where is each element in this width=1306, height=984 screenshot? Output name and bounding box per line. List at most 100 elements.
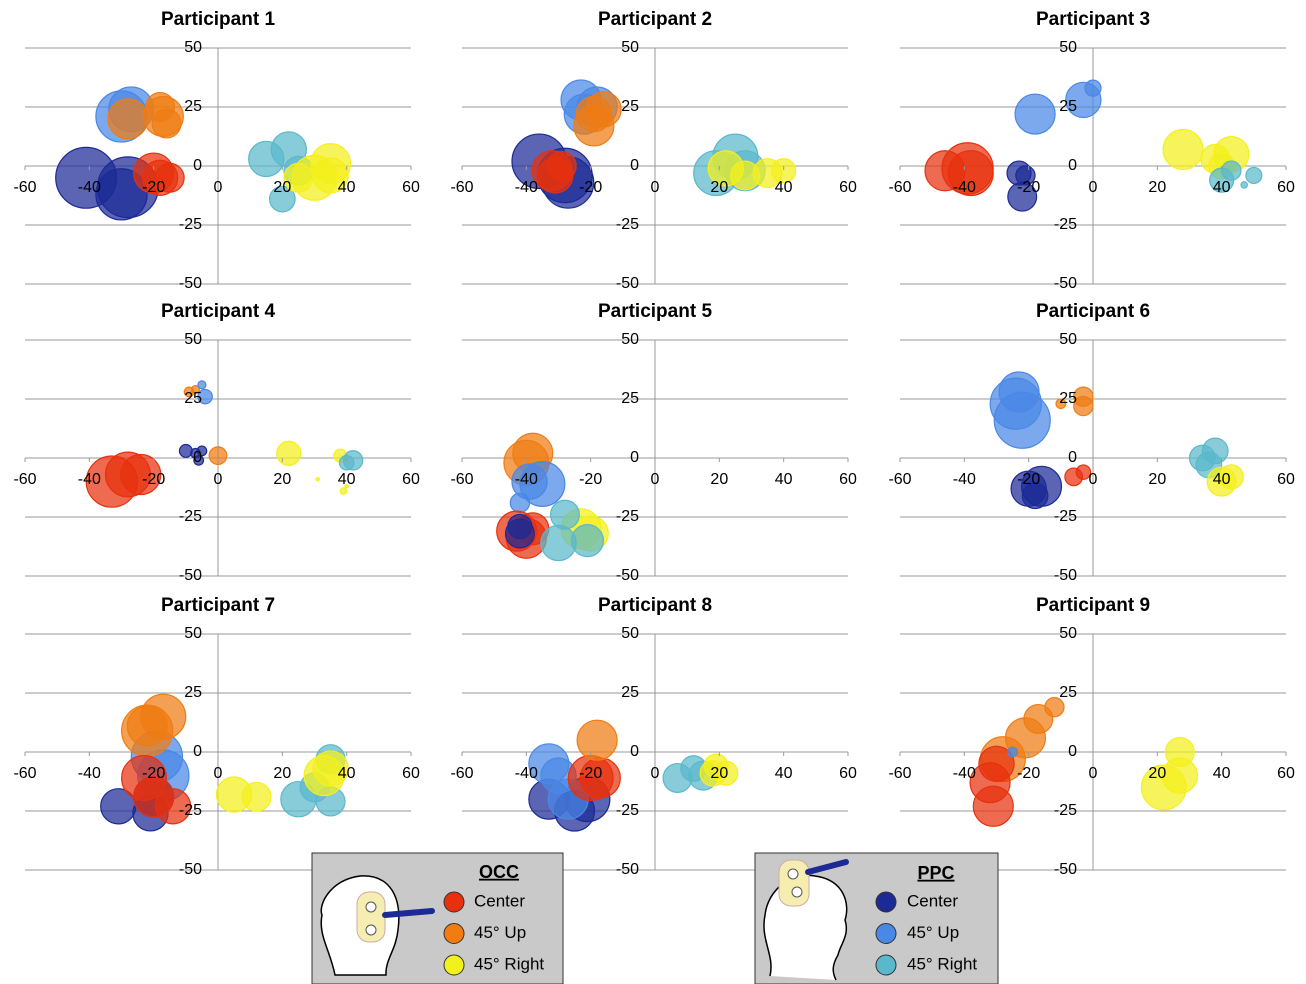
x-tick-label: 60 bbox=[1277, 179, 1295, 196]
y-tick-label: -50 bbox=[616, 861, 639, 878]
bubble bbox=[283, 162, 314, 193]
x-tick-label: -20 bbox=[579, 765, 602, 782]
legend-swatch bbox=[443, 923, 465, 944]
x-tick-label: 0 bbox=[214, 471, 223, 488]
bubble bbox=[1055, 398, 1067, 410]
x-tick-label: 40 bbox=[338, 179, 356, 196]
chart: Participant 7 -50 -25 0 25 50 -60 -40 -20 0 20 40 60 bbox=[13, 595, 420, 878]
bubble bbox=[1014, 93, 1056, 135]
bubble bbox=[241, 781, 272, 812]
bubble bbox=[154, 788, 192, 825]
x-tick-label: 0 bbox=[1089, 765, 1098, 782]
x-tick-label: -60 bbox=[888, 471, 911, 488]
bubble bbox=[197, 388, 213, 405]
y-tick-label: -25 bbox=[616, 802, 639, 819]
x-tick-label: -20 bbox=[579, 179, 602, 196]
x-tick-label: -40 bbox=[78, 471, 101, 488]
y-tick-label: 25 bbox=[184, 98, 202, 115]
x-tick-label: -20 bbox=[1017, 765, 1040, 782]
y-tick-label: -50 bbox=[179, 275, 202, 292]
x-tick-label: -60 bbox=[13, 765, 36, 782]
bubble bbox=[338, 454, 355, 471]
legend-label: 45° Up bbox=[907, 923, 959, 942]
x-tick-label: 40 bbox=[775, 765, 793, 782]
x-tick-label: 0 bbox=[214, 765, 223, 782]
bubble bbox=[519, 460, 566, 507]
bubble bbox=[126, 705, 168, 747]
x-tick-label: 20 bbox=[710, 471, 728, 488]
legend-label: 45° Right bbox=[474, 954, 544, 973]
x-tick-label: -40 bbox=[953, 765, 976, 782]
y-tick-label: 50 bbox=[184, 331, 202, 348]
chart: Participant 4 -50 -25 0 25 50 -60 -40 -20 0 20 40 60 bbox=[13, 301, 420, 584]
y-tick-label: 50 bbox=[184, 625, 202, 642]
coil-hole bbox=[787, 868, 799, 880]
bubble bbox=[703, 753, 729, 779]
y-tick-label: -25 bbox=[179, 216, 202, 233]
bubble bbox=[978, 745, 1015, 783]
bubble bbox=[546, 151, 577, 182]
chart: Participant 5 -50 -25 0 25 50 -60 -40 -20 0 20 40 60 bbox=[450, 301, 857, 584]
y-tick-label: -50 bbox=[1054, 567, 1077, 584]
bubble bbox=[509, 492, 531, 514]
x-tick-label: 40 bbox=[775, 471, 793, 488]
bubble bbox=[339, 487, 348, 495]
y-tick-label: 0 bbox=[1068, 743, 1077, 760]
bubble bbox=[573, 105, 615, 147]
y-tick-label: 0 bbox=[630, 449, 639, 466]
y-tick-label: 0 bbox=[193, 449, 202, 466]
legend-swatch bbox=[875, 954, 897, 976]
legend-label: Center bbox=[907, 891, 958, 910]
legend-swatch bbox=[875, 891, 897, 913]
y-tick-label: -50 bbox=[179, 567, 202, 584]
x-tick-label: 60 bbox=[402, 471, 420, 488]
chart: Participant 9 -50 -25 0 25 50 -60 -40 -20 0 20 40 60 bbox=[888, 595, 1295, 878]
bubble bbox=[1162, 128, 1204, 171]
bubble bbox=[315, 477, 320, 482]
y-tick-label: 50 bbox=[621, 331, 639, 348]
bubble bbox=[344, 484, 349, 489]
x-tick-label: -20 bbox=[1017, 179, 1040, 196]
x-tick-label: 0 bbox=[651, 179, 660, 196]
x-tick-label: -60 bbox=[13, 179, 36, 196]
y-tick-label: -25 bbox=[179, 508, 202, 525]
y-tick-label: -25 bbox=[616, 216, 639, 233]
x-tick-label: -40 bbox=[515, 179, 538, 196]
bubble bbox=[197, 380, 207, 390]
chart-title: Participant 5 bbox=[598, 301, 712, 322]
chart: Participant 1 -50 -25 0 25 50 -60 -40 -20 0 20 40 60 bbox=[13, 9, 420, 292]
legend-ppc: PPC bbox=[754, 852, 999, 984]
bubble bbox=[154, 162, 185, 193]
bubble bbox=[107, 98, 149, 140]
coil-icon bbox=[778, 859, 810, 907]
y-tick-label: -50 bbox=[616, 275, 639, 292]
chart-title: Participant 8 bbox=[598, 595, 712, 616]
x-tick-label: 60 bbox=[839, 179, 857, 196]
bubble bbox=[1075, 464, 1092, 480]
x-tick-label: -40 bbox=[953, 471, 976, 488]
chart: Participant 2 -50 -25 0 25 50 -60 -40 -20 0 20 40 60 bbox=[450, 9, 857, 292]
x-tick-label: -20 bbox=[142, 471, 165, 488]
coil-hole bbox=[365, 924, 377, 936]
x-tick-label: 0 bbox=[651, 471, 660, 488]
x-tick-label: -40 bbox=[515, 765, 538, 782]
x-tick-label: 40 bbox=[338, 471, 356, 488]
x-tick-label: 20 bbox=[273, 765, 291, 782]
y-tick-label: 0 bbox=[193, 743, 202, 760]
bubble bbox=[1221, 160, 1242, 181]
x-tick-label: -60 bbox=[450, 765, 473, 782]
y-tick-label: 25 bbox=[184, 684, 202, 701]
bubble bbox=[1007, 746, 1018, 758]
bubble bbox=[972, 785, 1014, 827]
y-tick-label: 25 bbox=[621, 98, 639, 115]
x-tick-label: 40 bbox=[1213, 765, 1231, 782]
y-tick-label: 25 bbox=[184, 390, 202, 407]
x-tick-label: 40 bbox=[338, 765, 356, 782]
x-tick-label: 20 bbox=[710, 179, 728, 196]
y-tick-label: -25 bbox=[1054, 802, 1077, 819]
y-tick-label: 0 bbox=[193, 157, 202, 174]
x-tick-label: -40 bbox=[953, 179, 976, 196]
x-tick-label: -60 bbox=[888, 765, 911, 782]
bubble bbox=[1073, 395, 1094, 417]
y-tick-label: -50 bbox=[179, 861, 202, 878]
